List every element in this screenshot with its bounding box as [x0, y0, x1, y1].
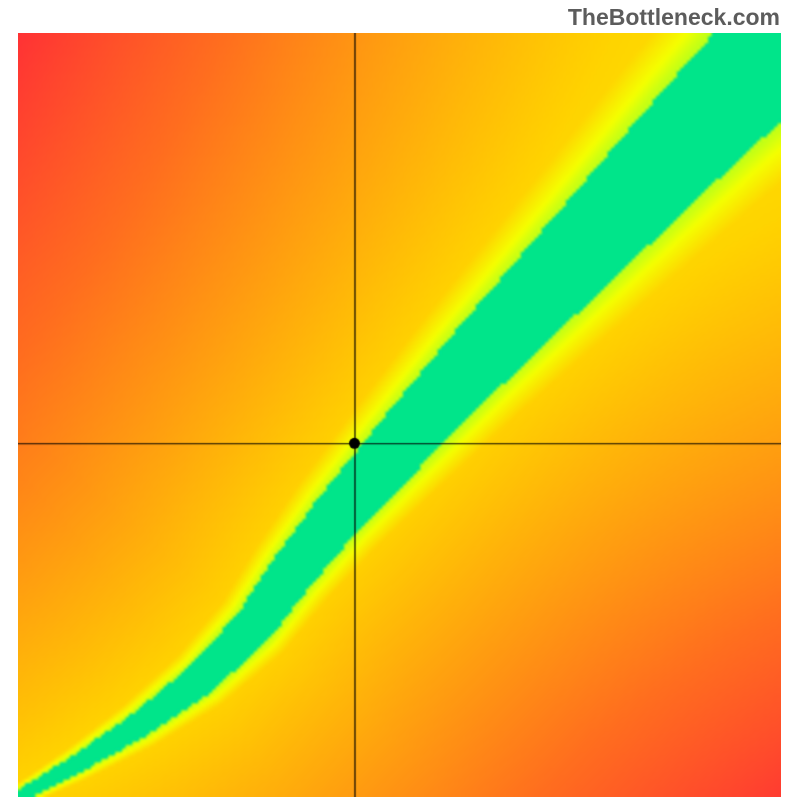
watermark-text: TheBottleneck.com — [568, 4, 780, 31]
bottleneck-heatmap — [18, 33, 781, 797]
chart-container: TheBottleneck.com — [0, 0, 800, 800]
